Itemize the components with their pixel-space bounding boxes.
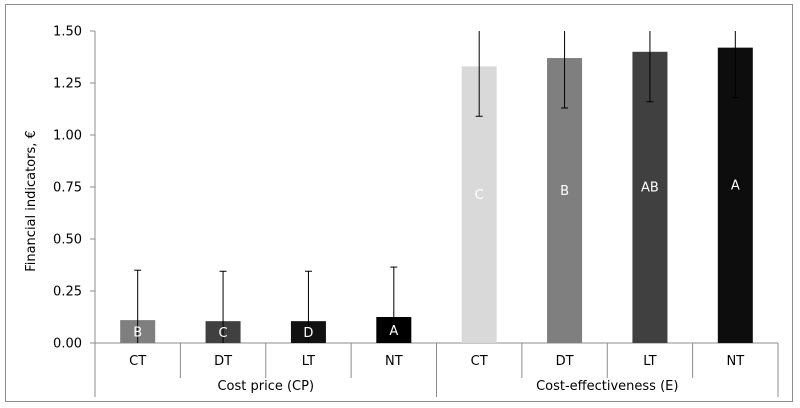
bar-letter-label: C — [219, 326, 228, 341]
x-labels: CT DT LT NT Cost price (CP) CT DT LT NT Cost-effe… — [129, 354, 744, 394]
y-tick-label: 0.50 — [53, 233, 82, 248]
bar-letter-label: A — [731, 178, 740, 193]
x-group-label: Cost-effectiveness (E) — [536, 379, 678, 394]
y-tick-label: 1.00 — [53, 129, 82, 144]
x-category-label: NT — [385, 354, 403, 369]
bar-letter-label: A — [389, 324, 398, 339]
x-category-label: NT — [726, 354, 744, 369]
bars — [120, 47, 753, 344]
bar-letter-label: D — [303, 326, 313, 341]
x-category-label: DT — [214, 354, 232, 369]
x-category-label: LT — [302, 354, 315, 369]
error-bars — [134, 31, 739, 343]
bar-letter-label: B — [133, 326, 142, 341]
x-category-label: CT — [471, 354, 488, 369]
y-tick-label: 1.25 — [53, 77, 82, 92]
x-category-label: CT — [129, 354, 146, 369]
bar-letter-label: C — [475, 188, 484, 203]
y-tick-label: 0.00 — [53, 337, 82, 352]
x-category-label: LT — [643, 354, 656, 369]
axes: 0.00 0.25 0.50 0.75 1.00 1.25 1.50 — [53, 25, 779, 397]
y-tick-label: 0.25 — [53, 285, 82, 300]
bar-letter-label: B — [560, 184, 569, 199]
x-category-label: DT — [556, 354, 574, 369]
bar-letter-label: AB — [641, 181, 659, 196]
y-tick-label: 0.75 — [53, 181, 82, 196]
y-axis-label: Financial indicators, € — [24, 130, 39, 272]
y-tick-label: 1.50 — [53, 25, 82, 40]
x-group-label: Cost price (CP) — [217, 379, 314, 394]
bar-letters: B C D A C B AB A — [133, 178, 740, 341]
